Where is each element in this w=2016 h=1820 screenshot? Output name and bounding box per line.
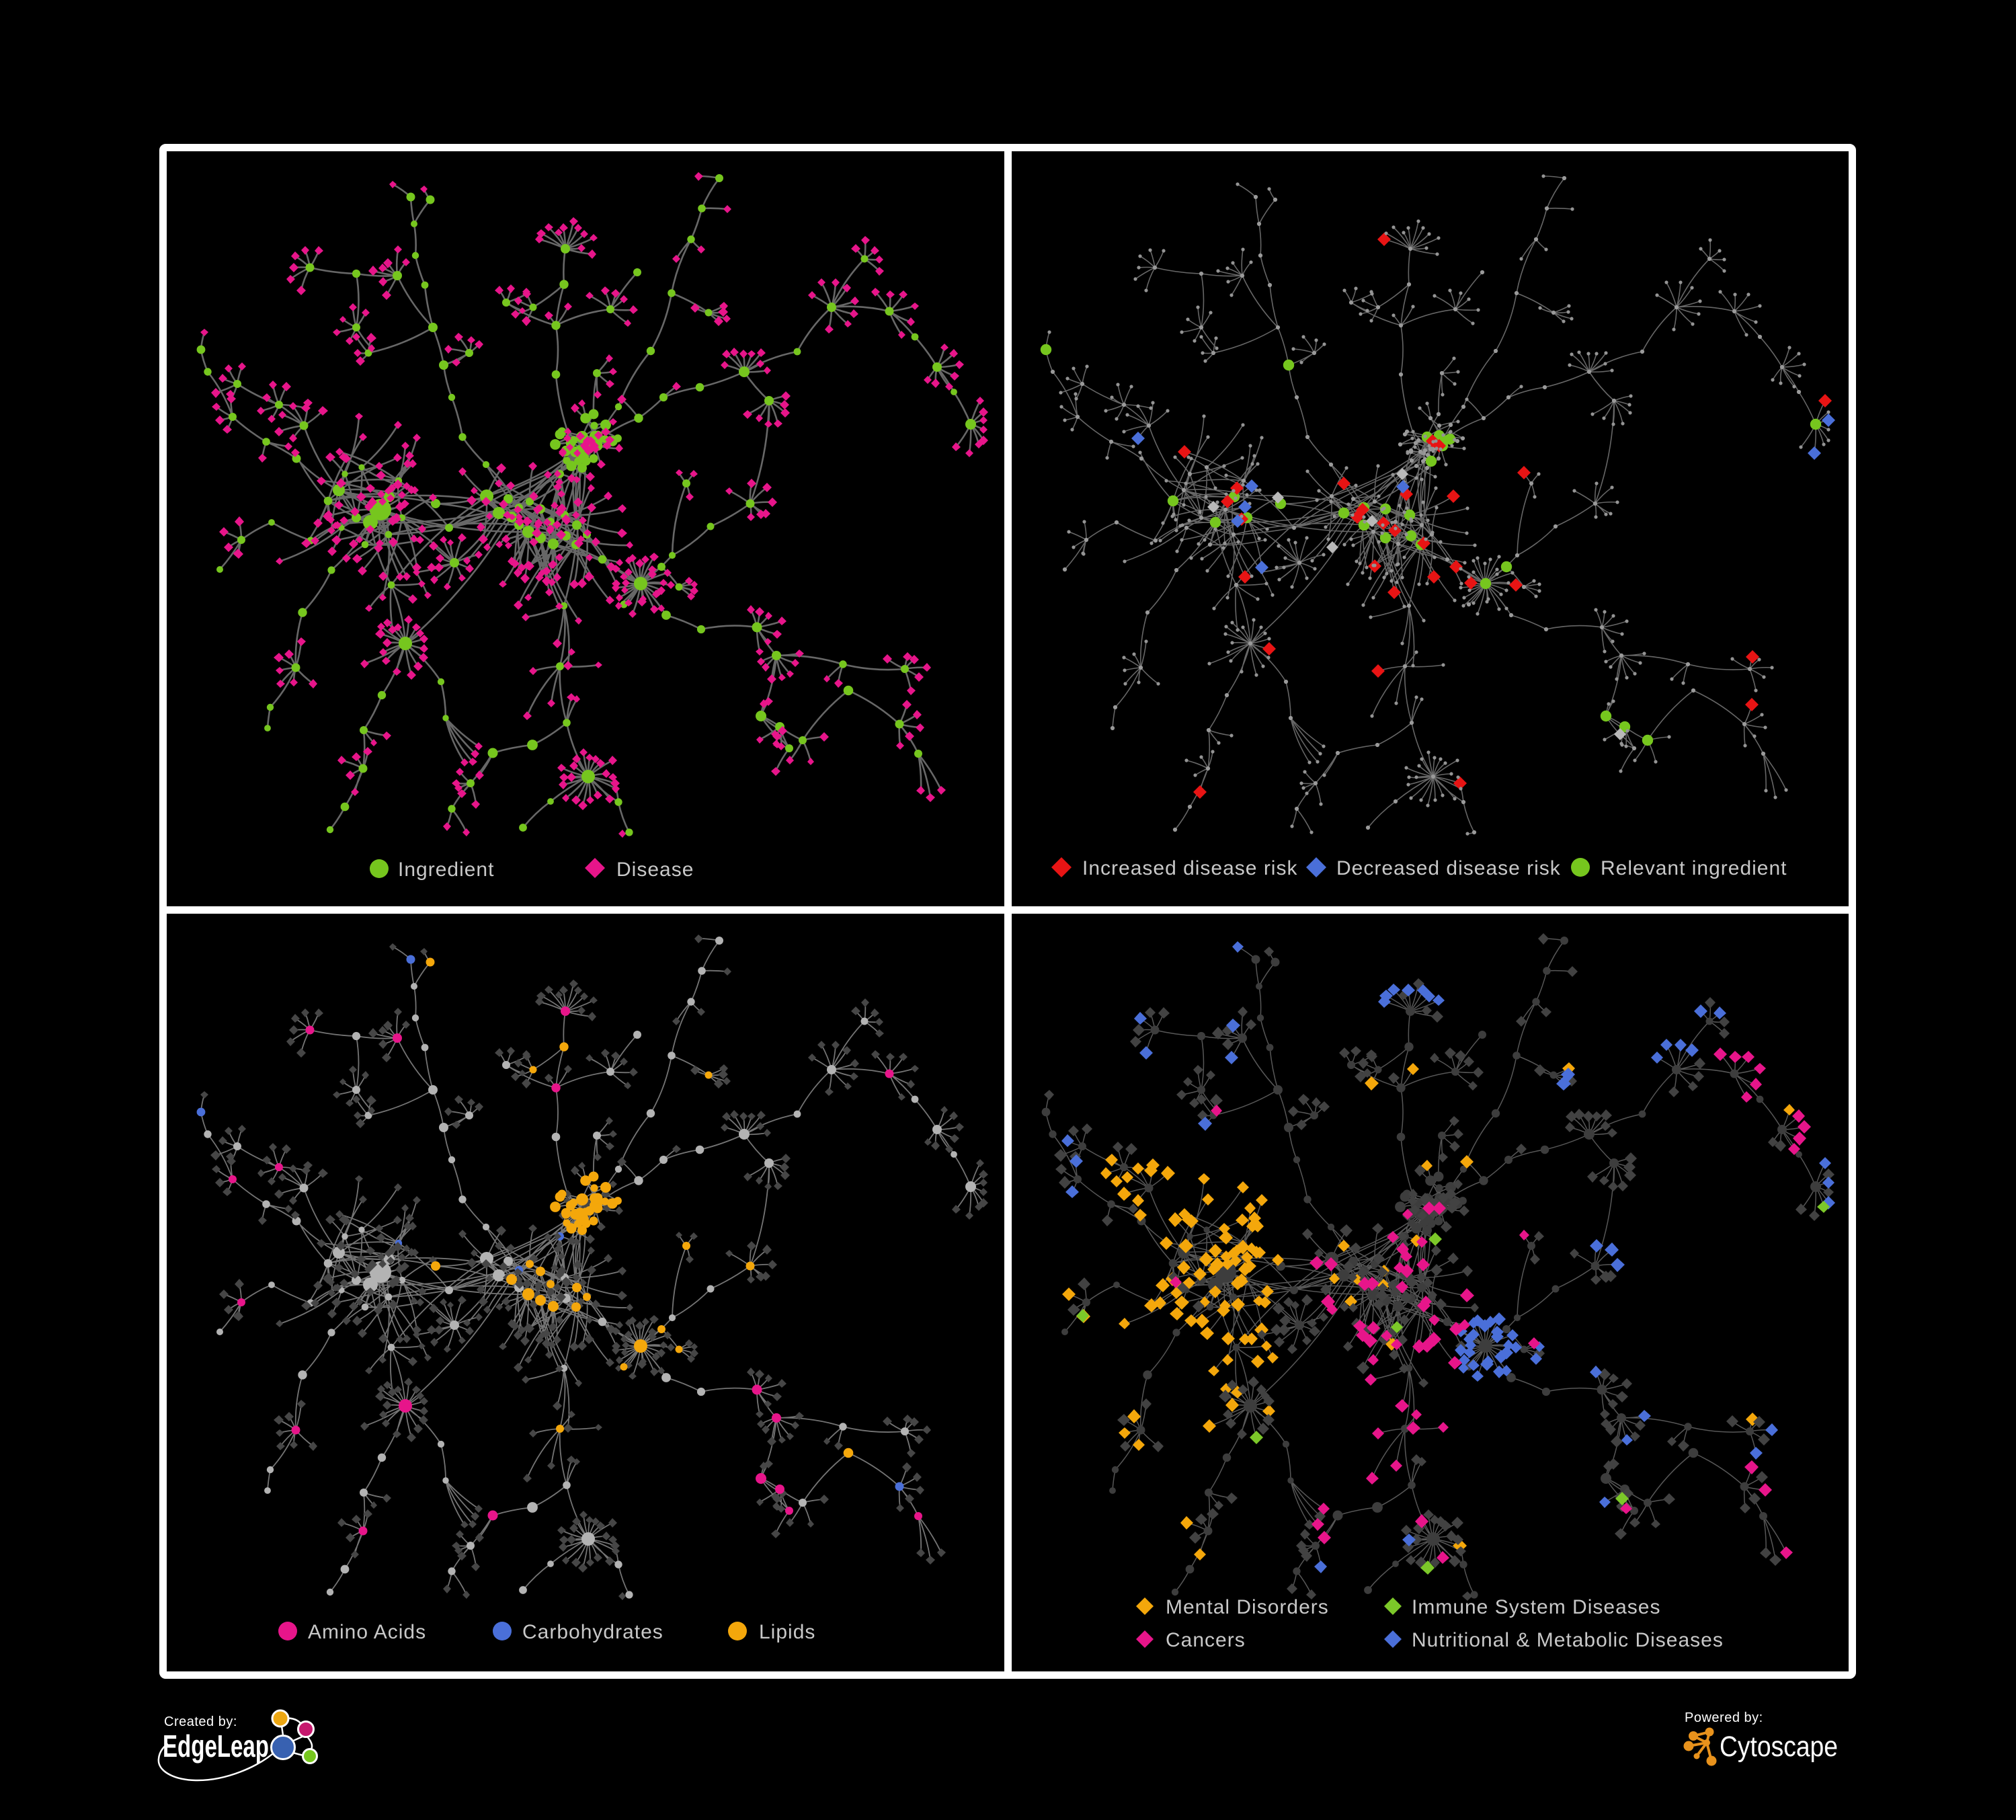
svg-text:Cytoscape: Cytoscape bbox=[1720, 1731, 1838, 1763]
svg-text:EdgeLeap: EdgeLeap bbox=[163, 1729, 269, 1764]
svg-text:Powered by:: Powered by: bbox=[1685, 1710, 1763, 1725]
svg-text:Relevant ingredient: Relevant ingredient bbox=[1601, 857, 1787, 879]
svg-text:Created by:: Created by: bbox=[164, 1714, 237, 1729]
svg-text:Lipids: Lipids bbox=[759, 1621, 815, 1643]
svg-text:Decreased disease risk: Decreased disease risk bbox=[1336, 857, 1561, 879]
svg-text:Disease: Disease bbox=[616, 859, 694, 881]
svg-text:Ingredient: Ingredient bbox=[398, 859, 494, 881]
svg-text:Immune System Diseases: Immune System Diseases bbox=[1412, 1596, 1660, 1618]
svg-text:Carbohydrates: Carbohydrates bbox=[522, 1621, 663, 1643]
svg-text:Increased disease risk: Increased disease risk bbox=[1082, 857, 1297, 879]
svg-text:Nutritional & Metabolic Diseas: Nutritional & Metabolic Diseases bbox=[1412, 1629, 1724, 1651]
svg-text:Cancers: Cancers bbox=[1166, 1629, 1246, 1651]
svg-text:Mental Disorders: Mental Disorders bbox=[1166, 1596, 1329, 1618]
svg-text:Amino Acids: Amino Acids bbox=[308, 1621, 426, 1643]
